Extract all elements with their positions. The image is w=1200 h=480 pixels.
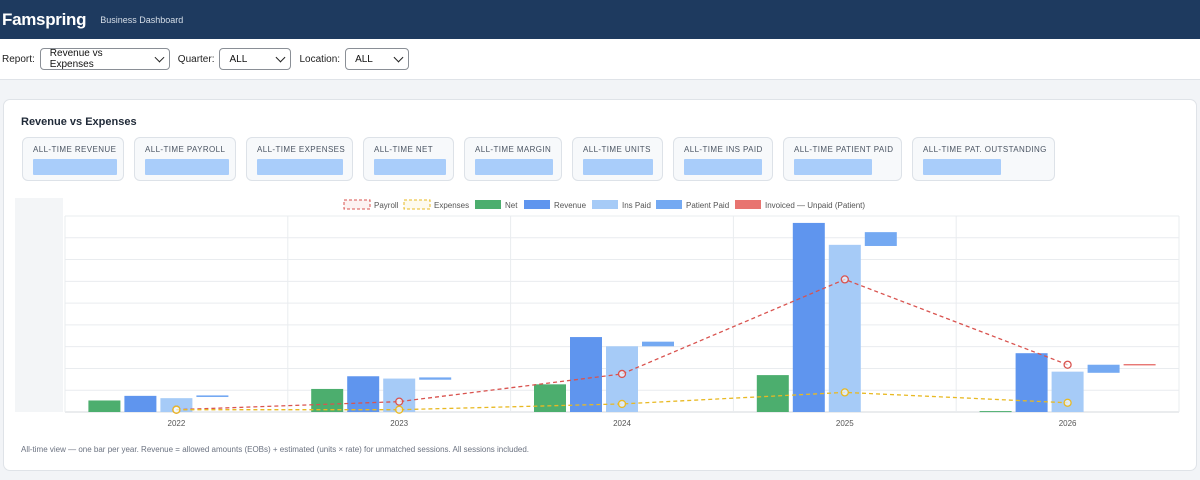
- kpi-value: [33, 159, 117, 175]
- legend-swatch: [656, 200, 682, 209]
- net-bar: [756, 375, 789, 412]
- legend-label: Invoiced — Unpaid (Patient): [765, 201, 865, 210]
- legend-swatch: [592, 200, 618, 209]
- legend-swatch: [475, 200, 501, 209]
- net-bar: [311, 388, 344, 412]
- filter-bar: Report: Revenue vs Expenses Quarter: ALL…: [0, 39, 1200, 80]
- x-tick-label: 2023: [390, 419, 408, 428]
- kpi-value: [475, 159, 553, 175]
- kpi-label: ALL-TIME UNITS: [583, 145, 651, 154]
- legend-label: Payroll: [374, 201, 399, 210]
- kpi-label: ALL-TIME INS PAID: [684, 145, 763, 154]
- kpi-tile: ALL-TIME UNITS: [572, 137, 663, 181]
- legend-swatch: [343, 199, 371, 210]
- payroll-point: [617, 369, 627, 379]
- location-select[interactable]: ALL: [345, 48, 410, 70]
- kpi-value: [257, 159, 343, 175]
- patient-paid-bar: [864, 232, 897, 246]
- kpi-tile: ALL-TIME PATIENT PAID: [783, 137, 902, 181]
- legend-label: Patient Paid: [686, 201, 729, 210]
- legend-swatch: [735, 200, 761, 209]
- kpi-label: ALL-TIME MARGIN: [475, 145, 552, 154]
- net-bar: [534, 384, 566, 412]
- legend-label: Net: [505, 201, 518, 210]
- kpi-tile: ALL-TIME NET: [363, 137, 454, 181]
- revenue-bar: [792, 222, 825, 412]
- chart-footnote: All-time view — one bar per year. Revenu…: [21, 445, 530, 454]
- chevron-down-icon: [154, 52, 165, 62]
- location-label: Location:: [299, 53, 341, 65]
- x-tick-label: 2025: [836, 419, 854, 428]
- legend-swatch: [403, 199, 431, 210]
- kpi-tile: ALL-TIME REVENUE: [22, 137, 124, 181]
- revenue-bar: [1015, 353, 1048, 412]
- kpi-tile: ALL-TIME MARGIN: [464, 137, 562, 181]
- expenses-point: [840, 388, 849, 397]
- legend-swatch: [524, 200, 550, 209]
- ins-paid-bar: [160, 398, 193, 412]
- quarter-label: Quarter:: [177, 53, 215, 65]
- legend-label: Expenses: [434, 201, 469, 210]
- kpi-value: [583, 159, 653, 175]
- card-title: Revenue vs Expenses: [21, 116, 137, 128]
- payroll-point: [395, 397, 404, 406]
- patient-paid-bar: [196, 395, 229, 398]
- chart-svg: 2022 2023 2024 2025 2026 Payroll Expenses Net Re…: [15, 198, 1180, 428]
- revenue-bar: [124, 395, 157, 412]
- report-select[interactable]: Revenue vs Expenses: [39, 48, 170, 70]
- kpi-label: ALL-TIME PATIENT PAID: [794, 145, 894, 154]
- kpi-value: [923, 159, 1001, 175]
- expenses-point: [395, 405, 404, 414]
- expenses-point: [1063, 398, 1072, 407]
- legend-label: Ins Paid: [622, 201, 651, 210]
- kpi-value: [374, 159, 446, 175]
- kpi-label: ALL-TIME PAT. OUTSTANDING: [923, 145, 1047, 154]
- location-select-value: ALL: [355, 53, 373, 65]
- chevron-down-icon: [276, 52, 286, 62]
- kpi-tile: ALL-TIME INS PAID: [673, 137, 773, 181]
- x-tick-label: 2026: [1059, 419, 1077, 428]
- kpi-value: [145, 159, 229, 175]
- expenses-point: [617, 399, 627, 409]
- kpi-label: ALL-TIME NET: [374, 145, 434, 154]
- patient-paid-bar: [1087, 364, 1120, 373]
- ins-paid-bar: [828, 244, 861, 412]
- x-tick-label: 2022: [168, 419, 186, 428]
- kpi-row: ALL-TIME REVENUE ALL-TIME PAYROLL ALL-TI…: [22, 137, 1055, 181]
- payroll-point: [1063, 360, 1072, 369]
- net-bar: [88, 400, 121, 412]
- brand-logo[interactable]: Famspring: [2, 9, 87, 29]
- kpi-label: ALL-TIME REVENUE: [33, 145, 117, 154]
- y-axis-gutter: [15, 198, 63, 412]
- x-tick-label: 2024: [613, 419, 631, 428]
- quarter-select[interactable]: ALL: [219, 48, 292, 70]
- chevron-down-icon: [393, 52, 404, 62]
- kpi-label: ALL-TIME PAYROLL: [145, 145, 226, 154]
- kpi-label: ALL-TIME EXPENSES: [257, 145, 346, 154]
- kpi-value: [794, 159, 872, 175]
- kpi-tile: ALL-TIME PAT. OUTSTANDING: [912, 137, 1055, 181]
- payroll-line: [176, 278, 1068, 411]
- net-bar: [979, 411, 1012, 413]
- expenses-line: [176, 391, 1068, 411]
- revenue-bar: [570, 337, 602, 412]
- kpi-tile: ALL-TIME PAYROLL: [134, 137, 236, 181]
- revenue-expenses-chart: 2022 2023 2024 2025 2026 Payroll Expenses Net Re…: [13, 198, 1183, 430]
- expenses-point: [172, 405, 181, 414]
- legend-label: Revenue: [554, 201, 587, 210]
- quarter-select-value: ALL: [229, 53, 248, 65]
- revenue-bar: [347, 376, 380, 412]
- report-select-value: Revenue vs Expenses: [49, 48, 103, 70]
- kpi-value: [684, 159, 762, 175]
- top-navbar: Famspring Business Dashboard: [0, 0, 1200, 39]
- report-label: Report:: [2, 53, 35, 65]
- invoiced-unpaid-patient-bar: [1123, 364, 1156, 366]
- patient-paid-bar: [419, 377, 452, 380]
- payroll-point: [840, 275, 849, 284]
- kpi-tile: ALL-TIME EXPENSES: [246, 137, 353, 181]
- patient-paid-bar: [642, 341, 674, 347]
- app-subtitle: Business Dashboard: [100, 15, 184, 25]
- revenue-expenses-card: Revenue vs Expenses ALL-TIME REVENUE ALL…: [3, 99, 1197, 471]
